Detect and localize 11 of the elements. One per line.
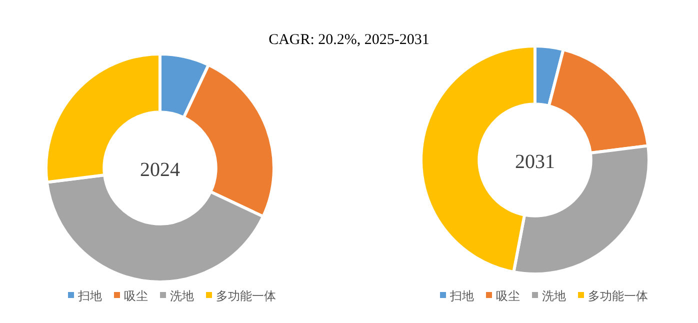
text: 2024 — [140, 159, 180, 181]
text: CAGR: 20.2%, 2025-2031 — [268, 32, 430, 48]
legend-label: 多功能一体 — [216, 289, 276, 303]
legend-label: 多功能一体 — [588, 289, 648, 303]
legend-label: 吸尘 — [496, 289, 520, 303]
legend-label: 吸尘 — [124, 289, 148, 303]
legend-label: 扫地 — [77, 289, 102, 303]
text: 2031 — [515, 151, 555, 173]
legend-label: 洗地 — [170, 289, 194, 303]
legend-label: 扫地 — [449, 289, 474, 303]
legend-label: 洗地 — [542, 289, 566, 303]
